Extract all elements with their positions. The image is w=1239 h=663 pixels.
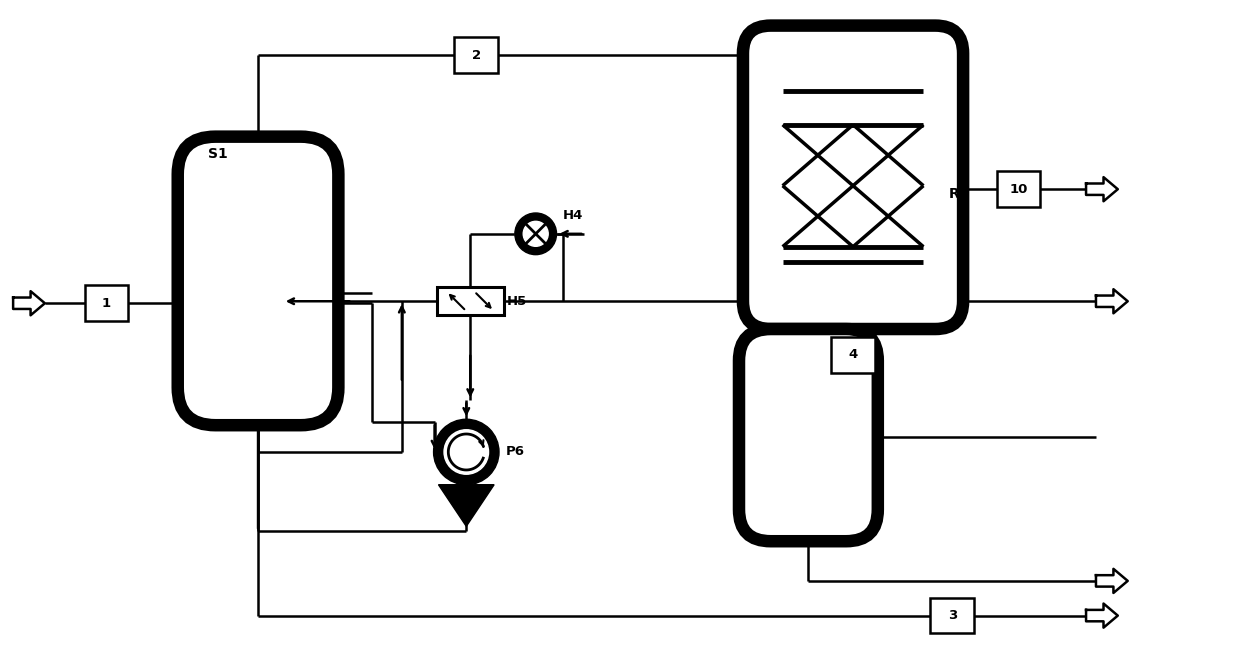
Text: R2: R2 <box>949 187 970 201</box>
Polygon shape <box>1087 177 1118 202</box>
Circle shape <box>434 419 499 485</box>
Circle shape <box>444 430 488 474</box>
Text: H4: H4 <box>563 209 582 222</box>
Text: 4: 4 <box>849 348 857 361</box>
Bar <box>831 337 875 373</box>
Circle shape <box>523 221 548 247</box>
Polygon shape <box>14 291 45 316</box>
Polygon shape <box>1097 289 1127 314</box>
FancyBboxPatch shape <box>177 137 338 425</box>
FancyBboxPatch shape <box>743 26 963 329</box>
Text: 1: 1 <box>102 297 112 310</box>
Bar <box>84 285 128 321</box>
Bar <box>930 598 974 633</box>
Text: P6: P6 <box>506 446 525 459</box>
Text: 2: 2 <box>472 49 481 62</box>
Polygon shape <box>1097 569 1127 593</box>
Text: 10: 10 <box>1010 183 1028 196</box>
Text: 3: 3 <box>948 609 957 622</box>
Bar <box>436 287 504 315</box>
Polygon shape <box>1087 603 1118 628</box>
Bar <box>455 38 498 73</box>
Circle shape <box>515 213 556 255</box>
Text: S1: S1 <box>208 147 228 162</box>
FancyBboxPatch shape <box>738 329 877 541</box>
Text: H5: H5 <box>507 295 528 308</box>
Bar <box>997 171 1041 207</box>
Polygon shape <box>439 485 494 526</box>
